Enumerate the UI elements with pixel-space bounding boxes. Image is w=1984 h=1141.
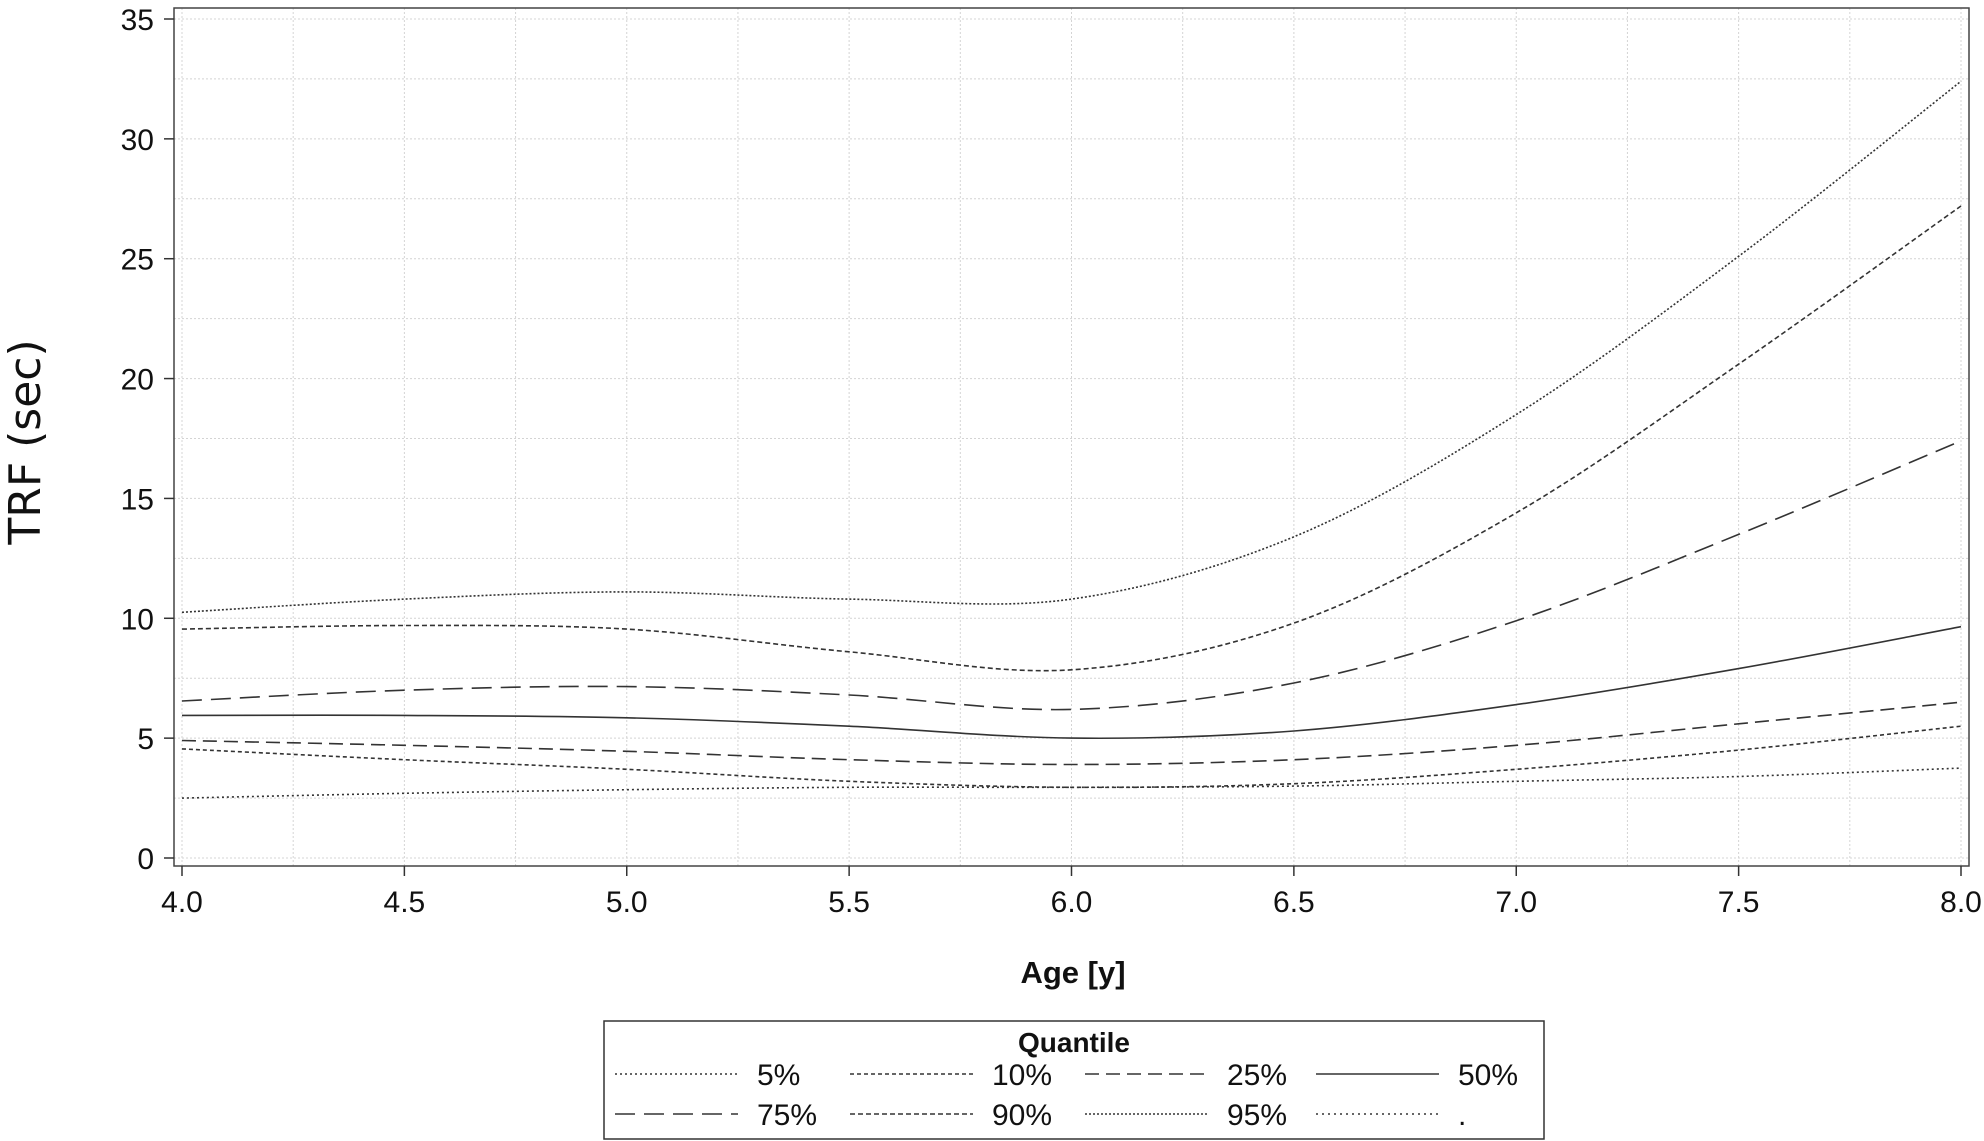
series-line-5pct [181, 767, 1962, 799]
x-axis-title: Age [y] [1020, 955, 1125, 990]
y-tick-label: 30 [121, 124, 154, 157]
x-tick-label: 7.0 [1495, 886, 1537, 919]
y-tick-label: 5 [137, 723, 154, 756]
legend-label: 10% [992, 1059, 1052, 1092]
legend-title: Quantile [1018, 1027, 1130, 1058]
y-tick-label: 0 [137, 843, 154, 876]
legend-label: 50% [1458, 1059, 1518, 1092]
y-tick-label: 25 [121, 244, 154, 277]
y-axis-title: TRF (sec) [0, 339, 51, 545]
legend-label: 25% [1227, 1059, 1287, 1092]
series-line-90pct [181, 205, 1962, 672]
x-tick-label: 4.0 [161, 886, 203, 919]
series-line-75pct [181, 440, 1962, 711]
grid-lines [174, 8, 1969, 866]
x-tick-label: 5.0 [606, 886, 648, 919]
legend-label: 75% [757, 1099, 817, 1132]
legend-label: 95% [1227, 1099, 1287, 1132]
y-tick-label: 15 [121, 483, 154, 516]
series-line-95pct [181, 80, 1962, 614]
y-tick-label: 35 [121, 4, 154, 37]
legend-label: 90% [992, 1099, 1052, 1132]
x-tick-label: 4.5 [384, 886, 426, 919]
series-line-25pct [181, 701, 1962, 766]
x-axis: 4.0 4.5 5.0 5.5 6.0 6.5 7.0 7.5 8.0 [161, 866, 1982, 919]
legend-label: . [1458, 1099, 1466, 1132]
y-axis: 0 5 10 15 20 25 30 35 [121, 4, 174, 876]
x-tick-label: 7.5 [1718, 886, 1760, 919]
legend: Quantile 5% 10% 25% 50% 75% 90% 95%. [603, 1020, 1545, 1140]
legend-items: 5% 10% 25% 50% 75% 90% 95%. [615, 1059, 1518, 1132]
y-tick-label: 10 [121, 603, 154, 636]
series-line-50pct [181, 625, 1962, 740]
legend-label: 5% [757, 1059, 800, 1092]
x-tick-label: 8.0 [1940, 886, 1982, 919]
x-tick-label: 5.5 [828, 886, 870, 919]
series-line-10pct [181, 725, 1962, 789]
x-tick-label: 6.0 [1051, 886, 1093, 919]
series-lines [181, 80, 1962, 799]
x-tick-label: 6.5 [1273, 886, 1315, 919]
y-tick-label: 20 [121, 364, 154, 397]
legend-box [603, 1020, 1545, 1140]
